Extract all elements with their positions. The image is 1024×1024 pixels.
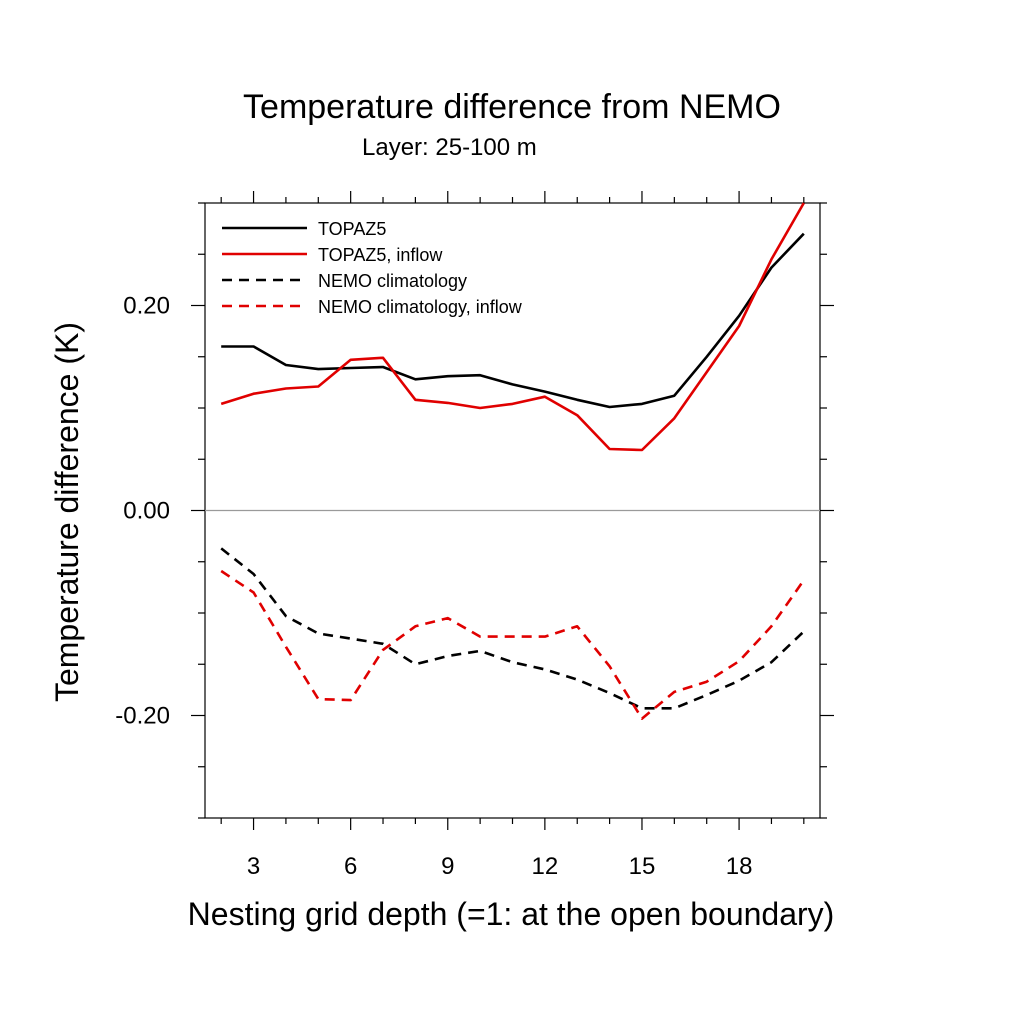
y-axis-label: Temperature difference (K) <box>49 322 85 702</box>
y-tick-label: 0.20 <box>123 293 170 320</box>
legend-label: TOPAZ5, inflow <box>318 245 443 265</box>
ticks-group: 3 6 9 12 15 18 0.20 0.00 -0.20 <box>115 191 834 880</box>
x-tick-label: 6 <box>344 853 357 880</box>
series-line-nemo-climatology-inflow <box>220 569 805 720</box>
x-tick-label: 15 <box>629 853 656 880</box>
x-axis-label: Nesting grid depth (=1: at the open boun… <box>188 896 835 932</box>
legend-label: TOPAZ5 <box>318 219 386 239</box>
x-tick-label: 12 <box>532 853 559 880</box>
chart-subtitle: Layer: 25-100 m <box>362 134 537 161</box>
series-line-topaz5-inflow <box>220 202 805 452</box>
series-group <box>220 202 805 720</box>
legend: TOPAZ5 TOPAZ5, inflow NEMO climatology NEMO… <box>222 219 523 317</box>
series-line-topaz5 <box>221 232 805 409</box>
y-tick-label: -0.20 <box>115 703 170 730</box>
legend-label: NEMO climatology, inflow <box>318 297 523 317</box>
legend-label: NEMO climatology <box>318 271 467 291</box>
chart-title: Temperature difference from NEMO <box>243 88 781 126</box>
x-tick-label: 9 <box>441 853 454 880</box>
x-tick-label: 3 <box>247 853 260 880</box>
x-tick-label: 18 <box>726 853 753 880</box>
y-tick-label: 0.00 <box>123 498 170 525</box>
